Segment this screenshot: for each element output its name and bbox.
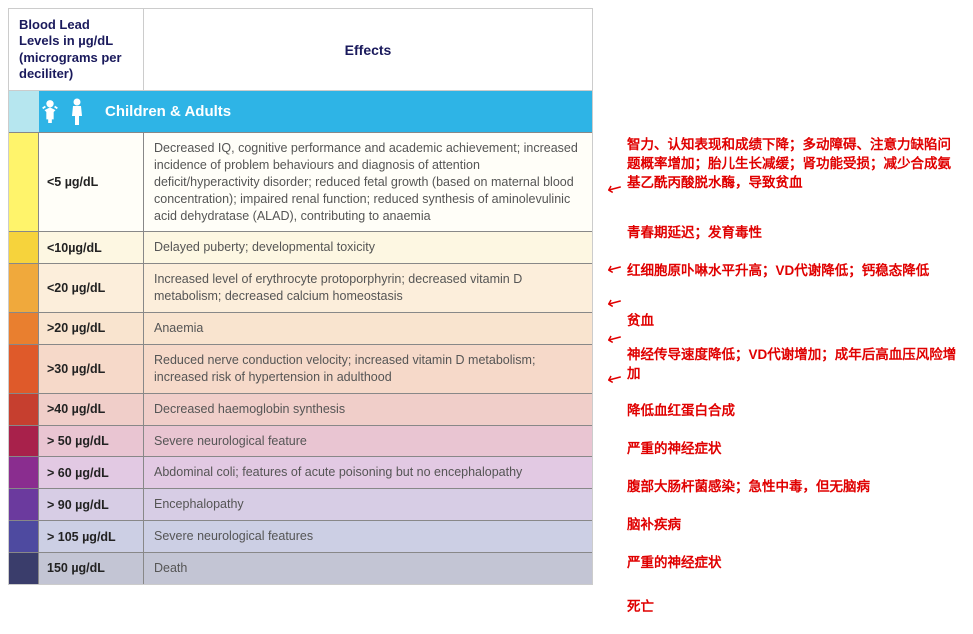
table-row: >30 µg/dLReduced nerve conduction veloci… (9, 345, 592, 394)
table-row: <20 µg/dLIncreased level of erythrocyte … (9, 264, 592, 313)
table-row: > 60 µg/dLAbdominal coli; features of ac… (9, 457, 592, 489)
section-icons (39, 98, 99, 126)
level-swatch (9, 232, 39, 263)
level-cell: > 90 µg/dL (39, 489, 144, 520)
section-children-adults: Children & Adults (9, 91, 592, 133)
annotation-arrow-icon: ↙ (603, 290, 627, 316)
annotation-text: 红细胞原卟啉水平升高；VD代谢降低；钙稳态降低 (627, 262, 961, 281)
annotation-arrow-icon: ↙ (603, 256, 627, 282)
table-row: 150 µg/dLDeath (9, 553, 592, 584)
annotation-text: 脑补疾病 (627, 516, 961, 535)
annotation-text: 严重的神经症状 (627, 440, 961, 459)
effect-cell: Increased level of erythrocyte protoporp… (144, 264, 592, 312)
effect-cell: Abdominal coli; features of acute poison… (144, 457, 592, 488)
annotation-text: 腹部大肠杆菌感染；急性中毒，但无脑病 (627, 478, 961, 497)
level-swatch (9, 457, 39, 488)
header-levels: Blood Lead Levels in µg/dL (micrograms p… (9, 9, 144, 90)
effect-cell: Severe neurological features (144, 521, 592, 552)
annotation-arrow-icon: ↙ (603, 366, 627, 392)
level-cell: > 50 µg/dL (39, 426, 144, 457)
annotation-text: 死亡 (627, 598, 961, 617)
level-swatch (9, 313, 39, 344)
table-header-row: Blood Lead Levels in µg/dL (micrograms p… (9, 9, 592, 91)
level-cell: <10µg/dL (39, 232, 144, 263)
effect-cell: Decreased IQ, cognitive performance and … (144, 133, 592, 231)
level-swatch (9, 345, 39, 393)
level-cell: <5 µg/dL (39, 133, 144, 231)
effect-cell: Delayed puberty; developmental toxicity (144, 232, 592, 263)
level-swatch (9, 264, 39, 312)
level-cell: >30 µg/dL (39, 345, 144, 393)
table-row: >20 µg/dLAnaemia (9, 313, 592, 345)
section-label: Children & Adults (99, 103, 592, 120)
annotation-text: 贫血 (627, 312, 961, 331)
annotation-arrow-icon: ↙ (603, 326, 627, 352)
annotation-arrow-icon: ↙ (603, 176, 627, 202)
annotation-text: 神经传导速度降低；VD代谢增加；成年后高血压风险增加 (627, 346, 961, 384)
level-swatch (9, 553, 39, 584)
level-cell: <20 µg/dL (39, 264, 144, 312)
table-row: <5 µg/dLDecreased IQ, cognitive performa… (9, 133, 592, 232)
header-effects: Effects (144, 9, 592, 90)
effect-cell: Decreased haemoglobin synthesis (144, 394, 592, 425)
table-row: <10µg/dLDelayed puberty; developmental t… (9, 232, 592, 264)
effect-cell: Death (144, 553, 592, 584)
level-swatch (9, 133, 39, 231)
section-swatch (9, 91, 39, 132)
level-cell: > 60 µg/dL (39, 457, 144, 488)
child-icon (39, 99, 61, 125)
effect-cell: Encephalopathy (144, 489, 592, 520)
annotation-text: 严重的神经症状 (627, 554, 961, 573)
level-cell: >20 µg/dL (39, 313, 144, 344)
level-cell: > 105 µg/dL (39, 521, 144, 552)
annotation-text: 智力、认知表现和成绩下降；多动障碍、注意力缺陷问题概率增加；胎儿生长减缓；肾功能… (627, 136, 961, 193)
annotation-text: 青春期延迟；发育毒性 (627, 224, 961, 243)
level-swatch (9, 426, 39, 457)
table-row: > 90 µg/dLEncephalopathy (9, 489, 592, 521)
level-swatch (9, 521, 39, 552)
level-cell: >40 µg/dL (39, 394, 144, 425)
table-row: >40 µg/dLDecreased haemoglobin synthesis (9, 394, 592, 426)
effect-cell: Severe neurological feature (144, 426, 592, 457)
level-swatch (9, 489, 39, 520)
effect-cell: Anaemia (144, 313, 592, 344)
lead-levels-table: Blood Lead Levels in µg/dL (micrograms p… (8, 8, 593, 585)
table-row: > 105 µg/dLSevere neurological features (9, 521, 592, 553)
level-swatch (9, 394, 39, 425)
annotation-text: 降低血红蛋白合成 (627, 402, 961, 421)
effect-cell: Reduced nerve conduction velocity; incre… (144, 345, 592, 393)
table-row: > 50 µg/dLSevere neurological feature (9, 426, 592, 458)
adult-icon (67, 98, 87, 126)
level-cell: 150 µg/dL (39, 553, 144, 584)
annotations-area: ↙智力、认知表现和成绩下降；多动障碍、注意力缺陷问题概率增加；胎儿生长减缓；肾功… (593, 8, 965, 585)
